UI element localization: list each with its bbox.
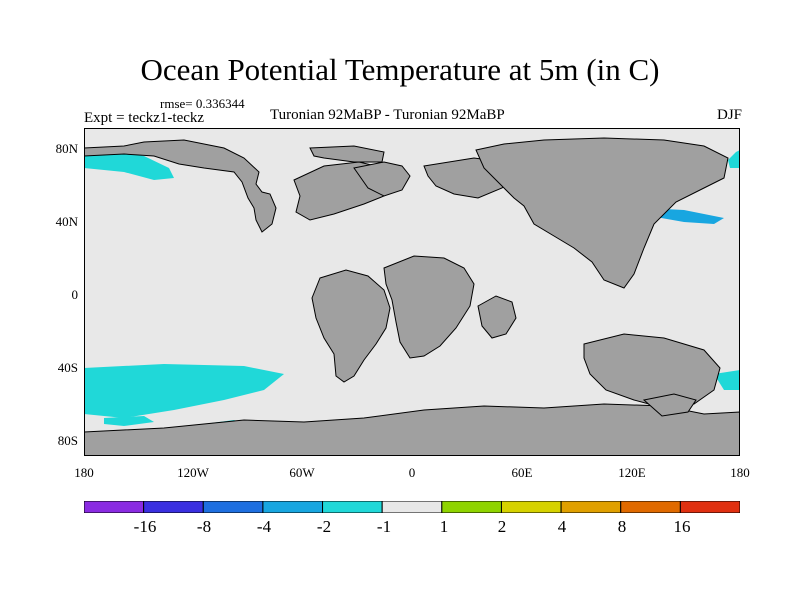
anomaly-patch-north-pacific-east xyxy=(728,150,740,168)
anomaly-patch-north-pacific-west xyxy=(84,150,174,180)
landmass-zealandia xyxy=(642,393,697,417)
legend-swatch-11 xyxy=(679,501,740,513)
lat-label-80s: 80S xyxy=(57,433,78,448)
legend-swatch-4 xyxy=(262,501,324,513)
landmass-india xyxy=(477,295,517,339)
landmass-south-america xyxy=(311,269,391,383)
land-masses xyxy=(84,137,740,456)
lat-label-40s: 40S xyxy=(57,360,78,375)
legend-swatch-3 xyxy=(202,501,264,513)
legend-colorbar xyxy=(84,501,740,513)
lat-label-80n: 80N xyxy=(55,141,78,156)
season-label: DJF xyxy=(716,107,742,123)
anomaly-patch-south-east xyxy=(714,370,740,390)
map-panel xyxy=(84,128,740,456)
rmse-label: rmse= 0.336344 xyxy=(160,96,245,111)
landmass-eurasia xyxy=(475,137,729,289)
landmass-antarctica xyxy=(84,403,740,456)
lon-label-60e: 60E xyxy=(511,465,533,480)
lon-label-180e: 180 xyxy=(730,465,750,480)
legend-label-5: -1 xyxy=(376,517,392,536)
legend-label-2: -8 xyxy=(196,517,212,536)
landmass-arctic-island xyxy=(309,145,385,163)
lon-label-120w: 120W xyxy=(177,465,209,480)
landmass-north-america-west xyxy=(84,139,277,233)
legend-label-3: -4 xyxy=(256,517,272,536)
legend-label-7: 2 xyxy=(497,517,507,536)
landmass-greenland xyxy=(353,161,411,197)
lon-label-120e: 120E xyxy=(618,465,646,480)
legend-swatch-7 xyxy=(441,501,502,513)
legend-label-6: 1 xyxy=(439,517,449,536)
legend-label-9: 8 xyxy=(617,517,627,536)
legend-swatch-6 xyxy=(381,501,443,513)
landmass-africa xyxy=(383,255,475,359)
anomaly-patch-south-pacific-small xyxy=(104,416,154,426)
experiment-label: Expt = teckz1-teckz xyxy=(84,110,205,126)
legend-label-1: -16 xyxy=(133,517,157,536)
legend-swatch-2 xyxy=(143,501,204,513)
landmass-australia xyxy=(583,333,721,409)
legend-swatch-10 xyxy=(620,501,681,513)
chart-title: Ocean Potential Temperature at 5m (in C) xyxy=(140,52,660,87)
legend-swatch-5 xyxy=(322,501,383,513)
legend-swatch-9 xyxy=(560,501,622,513)
legend-label-10: 16 xyxy=(673,517,691,536)
period-label: Turonian 92MaBP - Turonian 92MaBP xyxy=(270,107,505,123)
map-frame xyxy=(84,128,740,456)
lon-label-60w: 60W xyxy=(289,465,315,480)
legend-swatch-1 xyxy=(84,501,145,513)
legend-label-4: -2 xyxy=(316,517,332,536)
legend-swatch-8 xyxy=(500,501,562,513)
lon-label-180w: 180 xyxy=(74,465,94,480)
lon-label-0: 0 xyxy=(408,465,416,480)
lat-label-40n: 40N xyxy=(55,214,78,229)
legend-label-8: 4 xyxy=(557,517,567,536)
anomaly-patch-south-pacific xyxy=(84,364,284,418)
lat-label-0: 0 xyxy=(71,287,79,302)
